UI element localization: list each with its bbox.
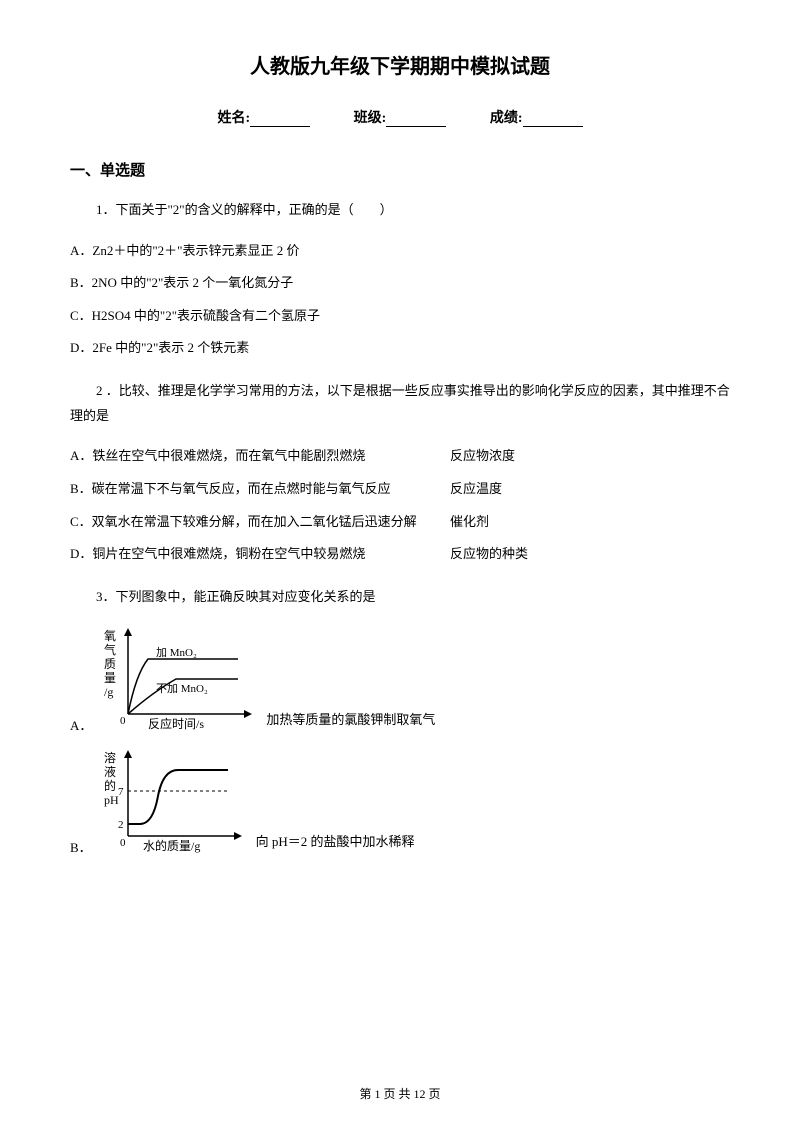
q2-option-d: D．铜片在空气中很难燃烧，铜粉在空气中较易燃烧 反应物的种类 — [70, 540, 730, 569]
footer-suffix: 页 — [429, 1087, 441, 1101]
q1-option-c: C．H2SO4 中的"2"表示硫酸含有二个氢原子 — [70, 302, 730, 331]
q1-option-b: B．2NO 中的"2"表示 2 个一氧化氮分子 — [70, 269, 730, 298]
footer-prefix: 第 — [359, 1087, 371, 1101]
footer-mid: 页 共 — [383, 1087, 410, 1101]
chart-a-x-arrow — [244, 710, 252, 718]
chart-a: 氧 气 质 量 /g 加 MnO₂ 不加 MnO₂ 0 反应时间/s — [98, 624, 258, 734]
class-field[interactable] — [386, 111, 446, 127]
exam-title: 人教版九年级下学期期中模拟试题 — [70, 50, 730, 79]
chart-b-ylabel-0: 溶 — [104, 750, 116, 765]
q3-b-desc: 向 pH＝2 的盐酸中加水稀释 — [256, 831, 415, 856]
q2-c-right: 催化剂 — [450, 508, 730, 537]
q1-option-a: A．Zn2＋中的"2＋"表示锌元素显正 2 价 — [70, 237, 730, 266]
q2-b-left: B．碳在常温下不与氧气反应，而在点燃时能与氧气反应 — [70, 475, 450, 504]
chart-a-y-arrow — [124, 628, 132, 636]
chart-a-row: A． 氧 气 质 量 /g 加 MnO₂ 不加 MnO₂ 0 反应时间/s 加热… — [70, 624, 730, 734]
q2-d-right: 反应物的种类 — [450, 540, 730, 569]
footer-total: 12 — [414, 1087, 426, 1101]
q2-a-left: A．铁丝在空气中很难燃烧，而在氧气中能剧烈燃烧 — [70, 442, 450, 471]
q1-option-d: D．2Fe 中的"2"表示 2 个铁元素 — [70, 334, 730, 363]
name-label: 姓名: — [217, 107, 250, 127]
chart-a-ylabel-1: 气 — [104, 642, 116, 657]
chart-a-xlabel: 反应时间/s — [148, 716, 204, 731]
chart-a-line2-label: 不加 MnO₂ — [156, 682, 208, 695]
student-info-line: 姓名: 班级: 成绩: — [70, 107, 730, 127]
q2-option-c: C．双氧水在常温下较难分解，而在加入二氧化锰后迅速分解 催化剂 — [70, 508, 730, 537]
footer-current: 1 — [374, 1087, 380, 1101]
question-2: 2 ．比较、推理是化学学习常用的方法，以下是根据一些反应事实推导出的影响化学反应… — [70, 379, 730, 428]
chart-a-ylabel-0: 氧 — [104, 629, 116, 643]
chart-b-x-arrow — [234, 832, 242, 840]
section-header: 一、单选题 — [70, 159, 730, 180]
question-2-text: 2 ．比较、推理是化学学习常用的方法，以下是根据一些反应事实推导出的影响化学反应… — [70, 383, 730, 423]
chart-b-ylabel-3: pH — [104, 793, 119, 807]
chart-b-xlabel: 水的质量/g — [143, 838, 200, 853]
chart-b-origin: 0 — [120, 837, 126, 849]
q2-option-a: A．铁丝在空气中很难燃烧，而在氧气中能剧烈燃烧 反应物浓度 — [70, 442, 730, 471]
chart-a-line1-label: 加 MnO₂ — [156, 646, 197, 659]
score-label: 成绩: — [490, 107, 523, 127]
q3-a-label: A． — [70, 715, 92, 734]
chart-b: 溶 液 的 pH 7 2 0 水的质量/g — [98, 746, 248, 856]
score-field[interactable] — [523, 111, 583, 127]
chart-a-ylabel-2: 质 — [104, 657, 116, 671]
q2-d-left: D．铜片在空气中很难燃烧，铜粉在空气中较易燃烧 — [70, 540, 450, 569]
q3-b-label: B． — [70, 837, 92, 856]
chart-b-ylabel-2: 的 — [104, 778, 116, 793]
q2-b-right: 反应温度 — [450, 475, 730, 504]
q2-option-b: B．碳在常温下不与氧气反应，而在点燃时能与氧气反应 反应温度 — [70, 475, 730, 504]
chart-b-y-arrow — [124, 750, 132, 758]
q3-a-desc: 加热等质量的氯酸钾制取氧气 — [266, 709, 435, 734]
chart-b-row: B． 溶 液 的 pH 7 2 0 水的质量/g 向 pH＝2 的盐酸中加水稀释 — [70, 746, 730, 856]
chart-b-tick2: 2 — [118, 819, 124, 831]
chart-a-ylabel-3: 量 — [104, 671, 116, 685]
chart-b-tick7: 7 — [118, 786, 124, 798]
chart-b-ylabel-1: 液 — [104, 764, 116, 779]
chart-a-origin: 0 — [120, 715, 126, 727]
page-footer: 第 1 页 共 12 页 — [0, 1085, 800, 1102]
chart-b-curve — [128, 770, 228, 824]
q2-a-right: 反应物浓度 — [450, 442, 730, 471]
question-3: 3．下列图象中，能正确反映其对应变化关系的是 — [70, 585, 730, 610]
q2-c-left: C．双氧水在常温下较难分解，而在加入二氧化锰后迅速分解 — [70, 508, 450, 537]
chart-a-ylabel-4: /g — [104, 685, 113, 699]
name-field[interactable] — [250, 111, 310, 127]
class-label: 班级: — [354, 107, 387, 127]
question-1: 1．下面关于"2"的含义的解释中，正确的是（ ） — [70, 198, 730, 223]
